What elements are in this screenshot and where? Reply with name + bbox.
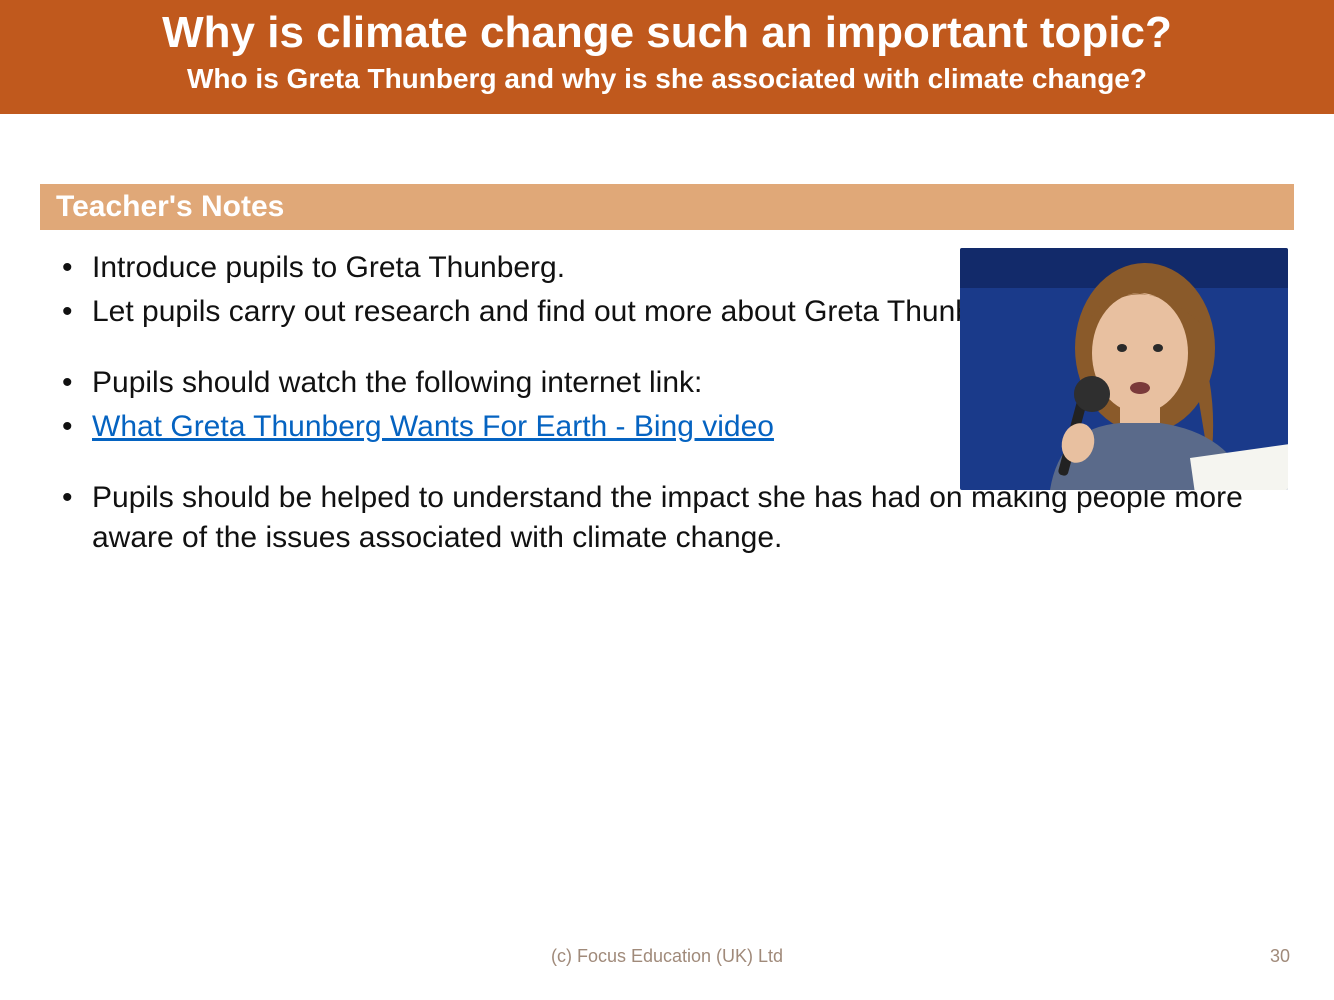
video-link[interactable]: What Greta Thunberg Wants For Earth - Bi… [92,410,774,443]
list-item: Pupils should be helped to understand th… [40,478,1294,559]
footer-copyright: (c) Focus Education (UK) Ltd [0,946,1334,967]
bullet-text: Let pupils carry out research and find o… [92,295,1024,328]
greta-photo [960,248,1288,490]
content-area: Introduce pupils to Greta Thunberg. Let … [40,248,1294,559]
slide: Why is climate change such an important … [0,0,1334,1000]
bullet-text: Pupils should be helped to understand th… [92,481,1243,555]
section-label: Teacher's Notes [40,184,1294,230]
page-number: 30 [1270,946,1290,967]
bullet-text: Introduce pupils to Greta Thunberg. [92,251,565,284]
photo-illustration [960,248,1288,490]
header-bar: Why is climate change such an important … [0,0,1334,114]
bullet-text: Pupils should watch the following intern… [92,366,702,399]
page-title: Why is climate change such an important … [20,8,1314,59]
page-subtitle: Who is Greta Thunberg and why is she ass… [20,61,1314,96]
footer: (c) Focus Education (UK) Ltd 30 [0,946,1334,976]
